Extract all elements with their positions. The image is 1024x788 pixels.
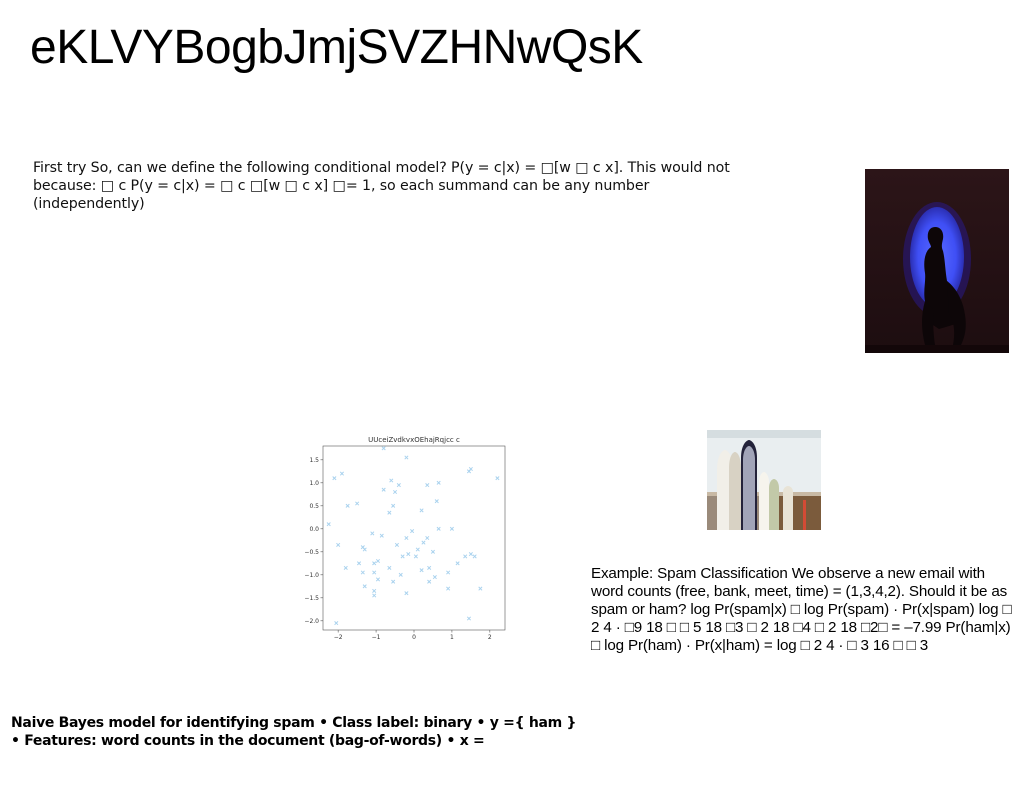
chart-y-axis: 1.5 1.0 0.5 0.0 −0.5 −1.0 −1.5 −2.0 [304, 457, 323, 625]
scatter-point [326, 522, 331, 527]
scatter-point [362, 584, 367, 589]
scatter-point [427, 579, 432, 584]
scatter-point [345, 503, 350, 508]
scatter-point [421, 540, 426, 545]
x-tick-label: 1 [450, 634, 454, 641]
paragraph-spam-example: Example: Spam Classification We observe … [591, 565, 1012, 654]
scatter-point [356, 561, 362, 566]
y-tick-label: −2.0 [304, 618, 319, 625]
surfboards-photo [707, 430, 821, 530]
scatter-point [387, 510, 392, 515]
paragraph-conditional-model: First try So, can we define the followin… [33, 160, 730, 212]
chart-x-axis: −2 −1 0 1 2 [334, 630, 492, 641]
scatter-point [434, 499, 439, 504]
paragraph-naive-bayes: Naive Bayes model for identifying spam •… [11, 715, 577, 749]
scatter-point [334, 621, 339, 626]
scatter-point [413, 554, 418, 559]
scatter-point [372, 561, 377, 566]
scatter-point [355, 501, 360, 506]
y-tick-label: −0.5 [304, 549, 319, 556]
scatter-chart-svg: UUceiZvdkvxOEhajRqjcc c −2 −1 0 1 2 1.5 1.0 0.… [304, 436, 506, 641]
scatter-point [391, 503, 396, 508]
y-tick-label: −1.5 [304, 595, 319, 602]
scatter-point [379, 533, 384, 538]
chart-points [326, 446, 500, 626]
chart-title: UUceiZvdkvxOEhajRqjcc c [368, 436, 460, 444]
scatter-point [406, 552, 411, 557]
scatter-point [387, 565, 392, 570]
scatter-point [375, 558, 381, 564]
scatter-chart: UUceiZvdkvxOEhajRqjcc c −2 −1 0 1 2 1.5 1.0 0.… [300, 432, 515, 647]
scatter-point [404, 455, 409, 460]
scatter-point [381, 487, 386, 492]
scatter-point [425, 483, 430, 488]
scatter-point [372, 588, 377, 593]
chart-plot-frame [322, 445, 506, 631]
y-tick-label: 1.5 [309, 457, 319, 464]
scatter-point [449, 526, 454, 531]
y-tick-label: −1.0 [304, 572, 319, 579]
scatter-point [410, 529, 415, 534]
scatter-point [427, 565, 432, 570]
slide-title: eKLVYBogbJmjSVZHNwQsK [30, 21, 643, 74]
scatter-point [343, 565, 348, 570]
y-tick-label: 0.5 [309, 503, 319, 510]
scatter-point [478, 586, 483, 591]
scatter-point [415, 547, 420, 552]
scatter-point [419, 568, 424, 573]
scatter-point [404, 535, 409, 541]
scatter-point [472, 554, 477, 559]
silhouette-photo [865, 169, 1009, 353]
scatter-point [436, 480, 441, 485]
scatter-point [360, 570, 365, 575]
scatter-point [432, 575, 437, 580]
scatter-point [389, 478, 394, 483]
scatter-point [375, 577, 381, 582]
scatter-point [436, 526, 441, 531]
scatter-point [446, 570, 451, 575]
scatter-point [372, 570, 377, 575]
scatter-point [398, 572, 403, 577]
scatter-point [419, 508, 424, 513]
scatter-point [391, 579, 396, 584]
x-tick-label: 2 [488, 634, 492, 641]
scatter-point [332, 476, 337, 481]
x-tick-label: −2 [334, 634, 343, 641]
scatter-point [394, 542, 399, 547]
scatter-point [404, 591, 409, 596]
y-tick-label: 1.0 [309, 480, 319, 487]
scatter-point [381, 446, 386, 451]
scatter-point [362, 547, 367, 552]
scatter-point [466, 469, 472, 474]
scatter-point [372, 593, 377, 598]
scatter-point [336, 542, 341, 547]
scatter-point [468, 552, 473, 557]
scatter-point [400, 554, 405, 559]
scatter-point [430, 549, 436, 554]
scatter-point [466, 616, 472, 621]
x-tick-label: −1 [372, 634, 381, 641]
scatter-point [495, 476, 500, 481]
scatter-point [425, 535, 430, 541]
scatter-point [455, 561, 460, 566]
scatter-point [463, 554, 468, 559]
scatter-point [392, 489, 398, 495]
x-tick-label: 0 [412, 634, 416, 641]
y-tick-label: 0.0 [309, 526, 319, 533]
scatter-point [446, 586, 451, 591]
scatter-point [339, 471, 345, 476]
scatter-point [370, 531, 375, 536]
scatter-point [396, 483, 401, 488]
